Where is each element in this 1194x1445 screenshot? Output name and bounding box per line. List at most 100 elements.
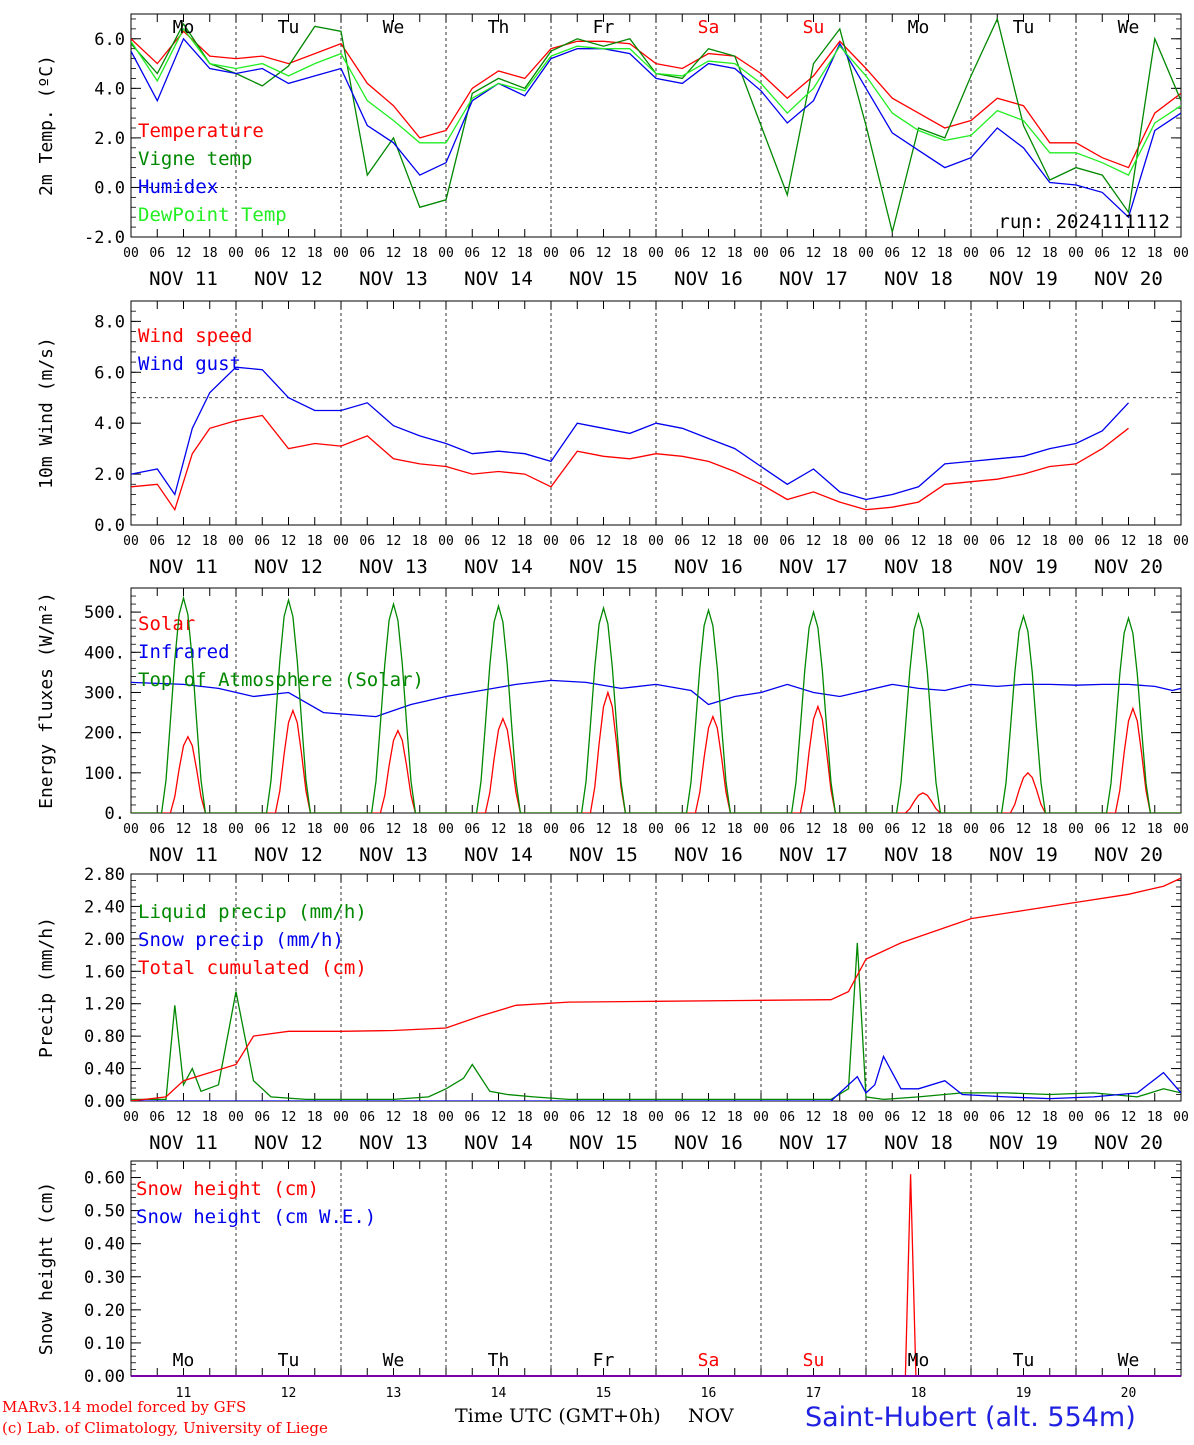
hour-tick-label: 12 [281,822,297,837]
panel-frame [130,300,1182,526]
hour-tick-label: 06 [989,534,1005,549]
day-number-label: 17 [806,1386,822,1401]
y-tick-label: 0. [105,804,125,824]
hour-tick-label: 00 [543,1110,559,1125]
hour-tick-label: 12 [1016,1110,1032,1125]
hour-tick-label: 18 [412,246,428,261]
lab-credit: (c) Lab. of Climatology, University of L… [2,1419,328,1437]
hour-tick-label: 00 [858,822,874,837]
hour-tick-label: 06 [359,1110,375,1125]
legend-entry: Humidex [138,176,218,198]
day-label: NOV 12 [254,268,323,290]
hour-tick-label: 18 [307,822,323,837]
day-number-label: 14 [491,1386,507,1401]
hour-tick-label: 06 [254,822,270,837]
day-label: NOV 17 [779,844,848,866]
legend-entry: Snow height (cm W.E.) [136,1206,376,1228]
hour-tick-label: 06 [779,1110,795,1125]
hour-tick-label: 12 [911,534,927,549]
hour-tick-label: 00 [753,534,769,549]
hour-tick-label: 00 [333,246,349,261]
hour-tick-label: 18 [727,822,743,837]
hour-tick-label: 12 [1016,246,1032,261]
hour-tick-label: 00 [1173,246,1189,261]
hour-tick-label: 06 [1094,534,1110,549]
hour-tick-label: 12 [386,822,402,837]
weekday-label: Mo [173,17,195,38]
hour-tick-label: 18 [307,246,323,261]
day-label: NOV 13 [359,844,428,866]
hour-tick-label: 12 [806,534,822,549]
y-tick-label: 200. [84,724,125,744]
y-tick-label: 0.00 [84,1092,125,1112]
hour-tick-label: 12 [806,246,822,261]
hour-tick-label: 18 [937,246,953,261]
day-label: NOV 17 [779,268,848,290]
day-number-label: 20 [1121,1386,1137,1401]
hour-tick-label: 18 [412,822,428,837]
y-tick-label: 2.0 [94,129,125,149]
hour-tick-label: 00 [753,822,769,837]
hour-tick-label: 06 [884,1110,900,1125]
day-label: NOV 18 [884,556,953,578]
day-label: NOV 19 [989,1132,1058,1154]
weekday-label: Tu [1013,1350,1035,1371]
model-credit: MARv3.14 model forced by GFS [2,1398,247,1416]
day-label: NOV 19 [989,844,1058,866]
day-label: NOV 15 [569,556,638,578]
hour-tick-label: 00 [1068,1110,1084,1125]
hour-tick-label: 06 [674,246,690,261]
y-tick-label: 0.10 [84,1334,125,1354]
hour-tick-label: 00 [333,822,349,837]
hour-tick-label: 06 [359,534,375,549]
time-axis-label: Time UTC (GMT+0h) [455,1405,661,1427]
y-axis-label: 2m Temp. (ºC) [36,55,57,196]
hour-tick-label: 00 [858,534,874,549]
hour-tick-label: 06 [149,822,165,837]
weekday-label: Mo [908,17,930,38]
hour-tick-label: 18 [937,534,953,549]
hour-tick-label: 00 [648,1110,664,1125]
hour-tick-label: 00 [333,534,349,549]
hour-tick-label: 00 [963,534,979,549]
legend-entry: Snow precip (mm/h) [138,929,344,951]
y-tick-label: 300. [84,683,125,703]
legend-entry: Wind speed [138,325,252,347]
y-tick-label: 2.0 [94,465,125,485]
legend-entry: Snow height (cm) [136,1178,319,1200]
weekday-label: Tu [1013,17,1035,38]
y-tick-label: 1.60 [84,962,125,982]
series-line-blue [131,1054,1181,1101]
hour-tick-label: 00 [228,822,244,837]
series-line-green [131,942,1181,1101]
y-tick-label: 2.80 [84,865,125,885]
hour-tick-label: 18 [307,534,323,549]
day-label: NOV 14 [464,1132,533,1154]
hour-tick-label: 00 [123,246,139,261]
hour-tick-label: 12 [701,1110,717,1125]
panel-1: 0.0 2.0 4.0 6.0 8.0 10m Wind (m/s) 00 06 12 18 NOV… [36,300,1189,578]
hour-tick-label: 18 [517,822,533,837]
weekday-label: Th [488,17,510,38]
y-axis-label: Energy fluxes (W/m²) [36,592,57,809]
hour-tick-label: 00 [438,534,454,549]
hour-tick-label: 18 [307,1110,323,1125]
hour-tick-label: 00 [963,246,979,261]
hour-tick-label: 06 [989,1110,1005,1125]
hour-tick-label: 18 [202,1110,218,1125]
hour-tick-label: 06 [464,1110,480,1125]
hour-tick-label: 00 [228,1110,244,1125]
hour-tick-label: 18 [622,822,638,837]
y-tick-label: 400. [84,643,125,663]
day-label: NOV 17 [779,556,848,578]
legend-entry: Temperature [138,120,264,142]
hour-tick-label: 12 [911,246,927,261]
y-tick-label: 1.20 [84,995,125,1015]
day-label: NOV 11 [149,556,218,578]
y-axis-label: Snow height (cm) [36,1182,57,1355]
day-label: NOV 14 [464,844,533,866]
day-label: NOV 16 [674,556,743,578]
hour-tick-label: 00 [858,1110,874,1125]
